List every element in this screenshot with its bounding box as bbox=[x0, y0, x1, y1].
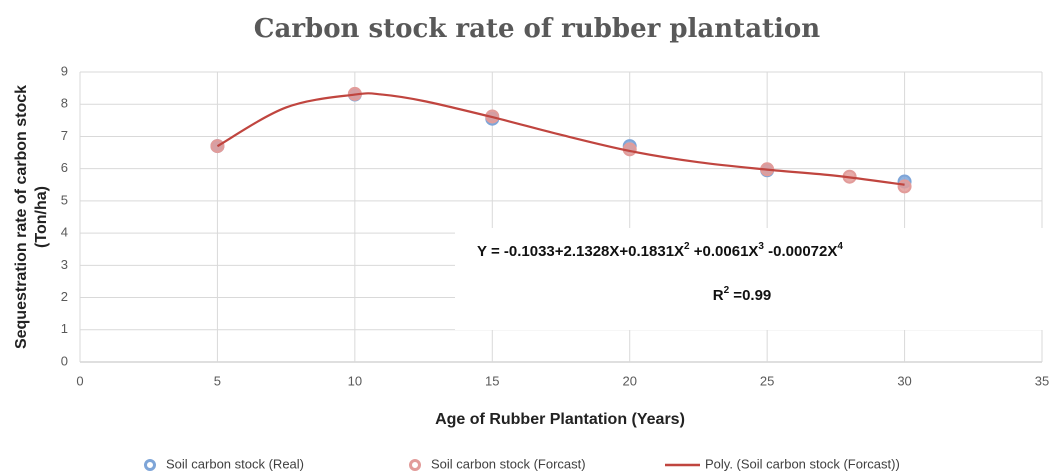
grid: 0 1 2 3 4 5 6 7 8 9 0 5 10 15 20 25 30 35 bbox=[61, 63, 1049, 388]
superscript: 2 bbox=[724, 285, 730, 296]
equation-part: R bbox=[713, 287, 724, 304]
equation-box bbox=[455, 228, 1043, 330]
y-tick-label: 4 bbox=[61, 225, 68, 240]
superscript: 2 bbox=[684, 241, 690, 252]
y-tick-label: 2 bbox=[61, 289, 68, 304]
equation-part: =0.99 bbox=[729, 287, 771, 304]
data-point bbox=[897, 179, 912, 194]
y-tick-label: 6 bbox=[61, 160, 68, 175]
y-axis-label-line: (Ton/ha) bbox=[33, 186, 50, 248]
y-tick-label: 9 bbox=[61, 63, 68, 78]
superscript: 4 bbox=[837, 241, 843, 252]
y-tick-label: 1 bbox=[61, 321, 68, 336]
y-axis-label-line: Sequestration rate of carbon stock bbox=[13, 85, 30, 349]
legend-swatch bbox=[144, 459, 156, 471]
x-axis-label: Age of Rubber Plantation (Years) bbox=[435, 411, 685, 428]
y-tick-label: 0 bbox=[61, 353, 68, 368]
equation-part: +0.0061X bbox=[690, 243, 759, 260]
equation-part: -0.00072X bbox=[764, 243, 837, 260]
y-axis-label: Sequestration rate of carbon stock (Ton/… bbox=[13, 85, 50, 349]
y-tick-label: 8 bbox=[61, 96, 68, 111]
equation: Y = -0.1033+2.1328X+0.1831X2 +0.0061X3 -… bbox=[477, 241, 843, 260]
marks bbox=[210, 86, 912, 194]
legend-label: Poly. (Soil carbon stock (Forcast)) bbox=[705, 456, 900, 471]
y-tick-label: 3 bbox=[61, 257, 68, 272]
legend-label: Soil carbon stock (Forcast) bbox=[431, 456, 586, 471]
x-tick-label: 15 bbox=[485, 373, 499, 388]
x-tick-label: 5 bbox=[214, 373, 221, 388]
equation-part: Y = -0.1033+2.1328X+0.1831X bbox=[477, 243, 684, 260]
x-tick-label: 25 bbox=[760, 373, 774, 388]
superscript: 3 bbox=[758, 241, 764, 252]
legend: Soil carbon stock (Real) Soil carbon stoc… bbox=[144, 456, 900, 471]
legend-swatch bbox=[409, 459, 421, 471]
r-squared: R2 =0.99 bbox=[713, 285, 772, 304]
y-tick-label: 5 bbox=[61, 192, 68, 207]
x-tick-label: 35 bbox=[1035, 373, 1049, 388]
x-tick-label: 10 bbox=[348, 373, 362, 388]
trend-line bbox=[216, 92, 905, 186]
x-tick-label: 0 bbox=[76, 373, 83, 388]
y-tick-label: 7 bbox=[61, 128, 68, 143]
x-tick-label: 30 bbox=[897, 373, 911, 388]
x-tick-label: 20 bbox=[622, 373, 636, 388]
legend-label: Soil carbon stock (Real) bbox=[166, 456, 304, 471]
chart-title: Carbon stock rate of rubber plantation bbox=[254, 14, 820, 44]
